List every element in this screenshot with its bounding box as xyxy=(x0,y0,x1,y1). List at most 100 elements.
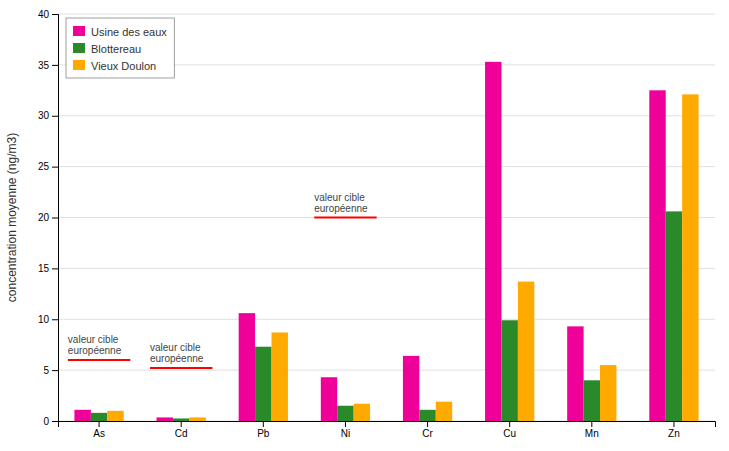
legend-swatch xyxy=(73,26,85,36)
legend-item: Vieux Doulon xyxy=(73,60,156,72)
y-tick: 20 xyxy=(38,212,58,223)
y-tick-mark xyxy=(52,116,58,117)
x-tick-label: Ni xyxy=(341,428,350,439)
bar xyxy=(321,377,337,421)
y-tick-label: 10 xyxy=(38,314,50,325)
x-axis-line xyxy=(59,422,716,428)
y-tick: 25 xyxy=(38,161,58,172)
x-tick-label: Cr xyxy=(422,428,433,439)
plot: 0 5 10 15 20 25 30 35 40 As Cd Pb Ni Cr Cu Mn Zn valeur c… xyxy=(38,9,716,439)
y-tick-label: 35 xyxy=(38,60,50,71)
bar xyxy=(436,402,452,421)
y-tick: 35 xyxy=(38,60,58,71)
bar xyxy=(91,413,107,421)
y-tick-mark xyxy=(52,65,58,66)
y-tick: 15 xyxy=(38,263,58,274)
bar xyxy=(649,90,665,421)
y-tick: 5 xyxy=(43,365,58,376)
x-tick-label: Zn xyxy=(668,428,680,439)
legend-items: Usine des eauxBlottereauVieux Doulon xyxy=(73,26,167,72)
grid-line xyxy=(58,319,715,320)
bar xyxy=(157,417,173,421)
grid-line xyxy=(58,115,715,116)
series xyxy=(74,62,665,421)
bar xyxy=(600,365,616,421)
y-tick-label: 15 xyxy=(38,263,50,274)
bar xyxy=(518,282,534,421)
reference-label: valeur cibleeuropéenne xyxy=(314,192,368,214)
grid-line xyxy=(58,217,715,218)
legend-label: Blottereau xyxy=(91,43,141,55)
grid-line xyxy=(58,14,715,15)
x-tick-mark xyxy=(263,421,264,427)
y-tick-label: 0 xyxy=(43,416,49,427)
legend-frame xyxy=(66,18,174,78)
legend: Usine des eauxBlottereauVieux Doulon xyxy=(66,18,174,78)
x-tick-mark xyxy=(345,421,346,427)
x-tick-mark xyxy=(591,421,592,427)
y-tick-mark xyxy=(52,14,58,15)
bar xyxy=(403,356,419,421)
bar xyxy=(567,326,583,421)
y-tick-label: 20 xyxy=(38,212,50,223)
reference-label-line: européenne xyxy=(150,353,204,364)
bar xyxy=(107,411,123,421)
bar xyxy=(239,313,255,421)
bar xyxy=(584,380,600,421)
reference-label-line: européenne xyxy=(314,203,368,214)
x-tick-label: As xyxy=(93,428,105,439)
annotations: valeur cibleeuropéennevaleur cibleeuropé… xyxy=(68,192,368,365)
y-tick: 40 xyxy=(38,9,58,20)
y-tick-mark xyxy=(52,167,58,168)
x-tick-mark xyxy=(673,421,674,427)
series xyxy=(107,94,698,421)
y-tick-mark xyxy=(52,319,58,320)
x-tick: Cr xyxy=(422,421,433,439)
y-tick: 30 xyxy=(38,110,58,121)
y-axis-line xyxy=(52,15,59,422)
y-tick-label: 40 xyxy=(38,9,50,20)
reference-line xyxy=(150,367,212,369)
bar xyxy=(337,406,353,421)
x-tick-label: Cu xyxy=(503,428,516,439)
bar xyxy=(189,417,205,421)
x-tick-label: Cd xyxy=(175,428,188,439)
bar xyxy=(682,94,698,421)
x-axis: As Cd Pb Ni Cr Cu Mn Zn xyxy=(59,421,716,439)
bar xyxy=(419,410,435,421)
bar xyxy=(501,320,517,421)
x-tick: Mn xyxy=(585,421,599,439)
grid-line xyxy=(58,268,715,269)
legend-swatch xyxy=(73,60,85,70)
y-tick-mark xyxy=(52,218,58,219)
y-tick-mark xyxy=(52,421,58,422)
series xyxy=(91,211,682,421)
legend-item: Blottereau xyxy=(73,43,141,55)
reference-label-line: valeur cible xyxy=(68,334,119,345)
marks xyxy=(68,62,699,421)
bar xyxy=(173,418,189,421)
x-tick-label: Pb xyxy=(257,428,270,439)
legend-swatch xyxy=(73,43,85,53)
reference-label-line: valeur cible xyxy=(150,342,201,353)
grid xyxy=(58,14,715,421)
bar xyxy=(485,62,501,421)
reference-line xyxy=(68,359,130,361)
bar xyxy=(354,404,370,421)
x-tick: Pb xyxy=(257,421,270,439)
reference-label-line: valeur cible xyxy=(314,192,365,203)
x-tick-mark xyxy=(181,421,182,427)
legend-label: Vieux Doulon xyxy=(91,60,156,72)
grid-line xyxy=(58,166,715,167)
y-axis-title: concentration moyenne (ng/m3) xyxy=(5,133,19,302)
y-axis: 0 5 10 15 20 25 30 35 40 xyxy=(38,9,59,427)
y-tick-label: 25 xyxy=(38,161,50,172)
x-tick-label: Mn xyxy=(585,428,599,439)
reference-line xyxy=(314,217,376,219)
x-tick: Cu xyxy=(503,421,516,439)
x-tick-mark xyxy=(427,421,428,427)
bar xyxy=(74,410,90,421)
y-tick-mark xyxy=(52,370,58,371)
bar xyxy=(272,332,288,421)
bar xyxy=(255,347,271,421)
